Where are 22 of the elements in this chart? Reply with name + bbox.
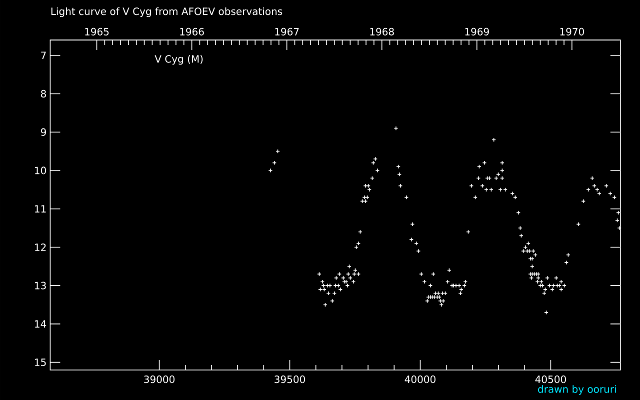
y-tick-label: 14 [35, 320, 46, 328]
x2-tick-label: 1969 [465, 28, 489, 36]
x-tick-label: 39500 [274, 376, 306, 384]
x2-tick-label: 1966 [180, 28, 204, 36]
y-tick-label: 9 [40, 128, 46, 136]
y-tick-label: 7 [41, 52, 46, 60]
text: drawn by ooruri [538, 385, 616, 395]
x-tick-label: 40500 [535, 376, 566, 384]
y-tick-label: 8 [40, 90, 46, 98]
chart-title: Light curve of V Cyg from AFOEV observations [51, 7, 282, 18]
annotation: V Cyg (M) [154, 54, 203, 65]
x2-tick-label: 1970 [560, 28, 584, 36]
y-tick-label: 13 [35, 282, 46, 290]
x2-tick-label: 1967 [275, 28, 299, 36]
x-tick-label: 40000 [404, 376, 436, 384]
y-tick-label: 12 [35, 243, 46, 251]
x2-tick-label: 1968 [370, 28, 394, 36]
y-tick-label: 11 [35, 205, 46, 212]
x-tick-label: 39000 [144, 376, 175, 384]
x2-tick-label: 1965 [85, 28, 109, 36]
y-tick-label: 10 [35, 166, 46, 174]
y-tick-label: 15 [35, 358, 46, 366]
